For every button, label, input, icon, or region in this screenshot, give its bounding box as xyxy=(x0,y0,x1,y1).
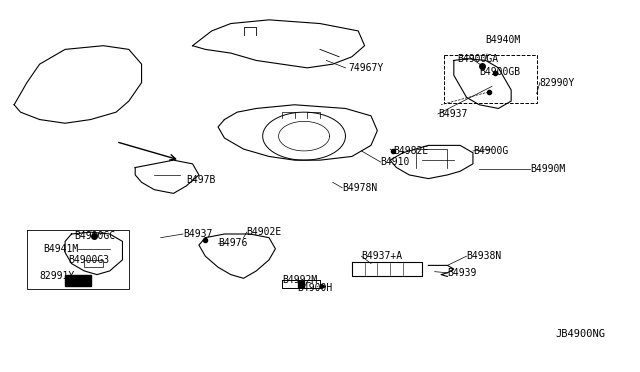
Polygon shape xyxy=(65,275,91,286)
Text: B4937: B4937 xyxy=(183,229,212,239)
Text: JB4900NG: JB4900NG xyxy=(556,329,606,339)
Text: 74967Y: 74967Y xyxy=(349,63,384,73)
Text: B4900GB: B4900GB xyxy=(479,67,520,77)
Text: B4900G: B4900G xyxy=(473,146,508,156)
Text: B4978N: B4978N xyxy=(342,183,378,193)
Text: B4900GC: B4900GC xyxy=(75,231,116,241)
Text: 82990Y: 82990Y xyxy=(540,78,575,88)
Text: B4940M: B4940M xyxy=(486,35,521,45)
Text: 82991Y: 82991Y xyxy=(40,272,75,282)
Text: B4937: B4937 xyxy=(438,109,467,119)
Text: B4941M: B4941M xyxy=(43,244,78,254)
Text: B4982E: B4982E xyxy=(394,146,429,156)
Text: B4900H: B4900H xyxy=(298,283,333,292)
Text: B4990M: B4990M xyxy=(531,164,566,174)
Text: B4900G3: B4900G3 xyxy=(68,255,109,265)
Text: B497B: B497B xyxy=(186,176,216,186)
Text: B4910: B4910 xyxy=(381,157,410,167)
Text: B4992M: B4992M xyxy=(282,275,317,285)
Text: B4938N: B4938N xyxy=(467,251,502,261)
Text: B4902E: B4902E xyxy=(246,227,282,237)
Text: B4939: B4939 xyxy=(447,268,477,278)
Text: B4976: B4976 xyxy=(218,238,248,248)
Text: B4937+A: B4937+A xyxy=(362,251,403,261)
Text: B4900GA: B4900GA xyxy=(457,54,498,64)
